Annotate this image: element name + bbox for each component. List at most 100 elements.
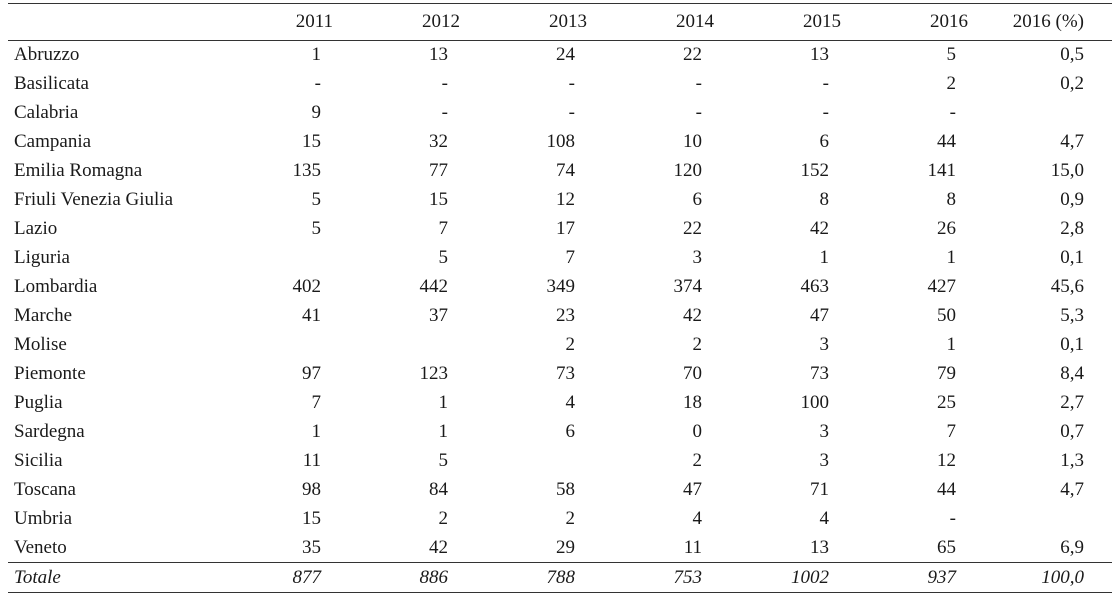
value-cell: - bbox=[441, 102, 448, 123]
table-row: Friuli Venezia Giulia 5 15 12 6 8 8 0,9 bbox=[8, 186, 1112, 215]
value-cell: 788 bbox=[467, 562, 594, 593]
value-cell: 1 bbox=[438, 392, 449, 413]
value-cell: 442 bbox=[419, 276, 449, 297]
value-cell: - bbox=[949, 508, 956, 529]
region-name-cell: Lombardia bbox=[14, 276, 98, 297]
value-cell: 22 bbox=[683, 218, 702, 239]
table-row: Sicilia 11 5 2 3 12 1,3 bbox=[8, 447, 1112, 476]
value-cell: 65 bbox=[937, 536, 956, 558]
value-cell: 15 bbox=[302, 508, 321, 529]
value-cell: 402 bbox=[292, 276, 322, 297]
value-cell: 1 bbox=[438, 421, 449, 442]
value-cell: 35 bbox=[302, 536, 321, 558]
value-cell: 74 bbox=[556, 160, 575, 181]
value-cell: 42 bbox=[429, 536, 448, 558]
value-cell: 1 bbox=[819, 247, 830, 268]
value-cell: 0 bbox=[692, 421, 703, 442]
value-cell: 141 bbox=[927, 160, 957, 181]
header-cell-2013: 2013 bbox=[467, 3, 594, 41]
region-name-cell: Emilia Romagna bbox=[14, 160, 143, 181]
value-cell: 0,2 bbox=[1060, 73, 1084, 94]
value-cell: 23 bbox=[556, 305, 575, 326]
value-cell: 8,4 bbox=[1060, 363, 1084, 384]
region-name-cell: Lazio bbox=[14, 218, 58, 239]
header-cell-2016: 2016 bbox=[848, 3, 975, 41]
table-row: Piemonte 97 123 73 70 73 79 8,4 bbox=[8, 360, 1112, 389]
region-name-cell: Campania bbox=[14, 131, 92, 152]
value-cell: - bbox=[568, 102, 575, 123]
header-cell-2014: 2014 bbox=[594, 3, 721, 41]
value-cell: - bbox=[695, 102, 702, 123]
value-cell: 2 bbox=[438, 508, 449, 529]
table-row: Molise 2 2 3 1 0,1 bbox=[8, 331, 1112, 360]
total-row: Totale 877 886 788 753 1002 937 100,0 bbox=[8, 562, 1112, 593]
region-name-cell: Marche bbox=[14, 305, 73, 326]
value-cell bbox=[975, 505, 1112, 534]
value-cell bbox=[213, 244, 340, 273]
value-cell bbox=[975, 99, 1112, 128]
value-cell: - bbox=[314, 73, 321, 94]
value-cell: 6 bbox=[819, 131, 830, 152]
value-cell: 18 bbox=[683, 392, 702, 413]
value-cell bbox=[213, 331, 340, 360]
value-cell: 58 bbox=[556, 479, 575, 500]
regional-data-table: 2011 2012 2013 2014 2015 2016 2016 (%) A… bbox=[8, 3, 1112, 593]
value-cell: 2 bbox=[565, 334, 576, 355]
value-cell: - bbox=[695, 73, 702, 94]
value-cell: 1 bbox=[311, 421, 322, 442]
value-cell: 84 bbox=[429, 479, 448, 500]
value-cell: 13 bbox=[810, 44, 829, 66]
value-cell: 47 bbox=[810, 305, 829, 326]
table-row: Liguria 5 7 3 1 1 0,1 bbox=[8, 244, 1112, 273]
value-cell: 8 bbox=[819, 189, 830, 210]
region-name-cell: Basilicata bbox=[14, 73, 89, 94]
value-cell: 3 bbox=[692, 247, 703, 268]
table-body: Abruzzo 1 13 24 22 13 5 0,5 Basilicata - - - - -2 0,2 C… bbox=[8, 41, 1112, 593]
value-cell: 108 bbox=[546, 131, 576, 152]
value-cell: 753 bbox=[594, 562, 721, 593]
value-cell: 0,1 bbox=[1060, 247, 1084, 268]
table-row: Basilicata - - - - - 2 0,2 bbox=[8, 70, 1112, 99]
value-cell: 98 bbox=[302, 479, 321, 500]
region-name-cell: Umbria bbox=[14, 508, 73, 529]
header-cell-2012: 2012 bbox=[340, 3, 467, 41]
value-cell: 135 bbox=[292, 160, 322, 181]
table-row: Puglia 7 1 4 18 100 25 2,7 bbox=[8, 389, 1112, 418]
value-cell: 73 bbox=[810, 363, 829, 384]
value-cell: 877 bbox=[213, 562, 340, 593]
value-cell: 9 bbox=[311, 102, 322, 123]
value-cell: 5 bbox=[311, 189, 322, 210]
value-cell: 7 bbox=[311, 392, 322, 413]
value-cell: 1 bbox=[946, 334, 957, 355]
value-cell: 79 bbox=[937, 363, 956, 384]
region-name-cell: Calabria bbox=[14, 102, 79, 123]
value-cell: 32 bbox=[429, 131, 448, 152]
value-cell: 41 bbox=[302, 305, 321, 326]
header-cell-2016-percent: 2016 (%) bbox=[975, 3, 1112, 41]
value-cell: 4 bbox=[565, 392, 576, 413]
value-cell: 13 bbox=[810, 536, 829, 558]
header-row: 2011 2012 2013 2014 2015 2016 2016 (%) bbox=[8, 3, 1112, 41]
value-cell: - bbox=[822, 73, 829, 94]
value-cell: 22 bbox=[683, 44, 702, 66]
value-cell: 77 bbox=[429, 160, 448, 181]
value-cell: 4,7 bbox=[1060, 479, 1084, 500]
value-cell: 26 bbox=[937, 218, 956, 239]
table-row: Sardegna 1 1 6 0 3 7 0,7 bbox=[8, 418, 1112, 447]
value-cell: 0,9 bbox=[1060, 189, 1084, 210]
value-cell: 5 bbox=[438, 247, 449, 268]
value-cell: 97 bbox=[302, 363, 321, 384]
region-name-cell: Molise bbox=[14, 334, 67, 355]
value-cell: 1 bbox=[946, 247, 957, 268]
value-cell: 1,3 bbox=[1060, 450, 1084, 471]
table-row: Lazio 5 7 17 22 42 26 2,8 bbox=[8, 215, 1112, 244]
header-cell-2011: 2011 bbox=[213, 3, 340, 41]
table-row: Emilia Romagna 135 77 74 120 152 141 15,0 bbox=[8, 157, 1112, 186]
value-cell: 42 bbox=[683, 305, 702, 326]
value-cell: 6 bbox=[692, 189, 703, 210]
header-cell-2015: 2015 bbox=[721, 3, 848, 41]
value-cell: 374 bbox=[673, 276, 703, 297]
value-cell: 886 bbox=[340, 562, 467, 593]
value-cell: 25 bbox=[937, 392, 956, 413]
